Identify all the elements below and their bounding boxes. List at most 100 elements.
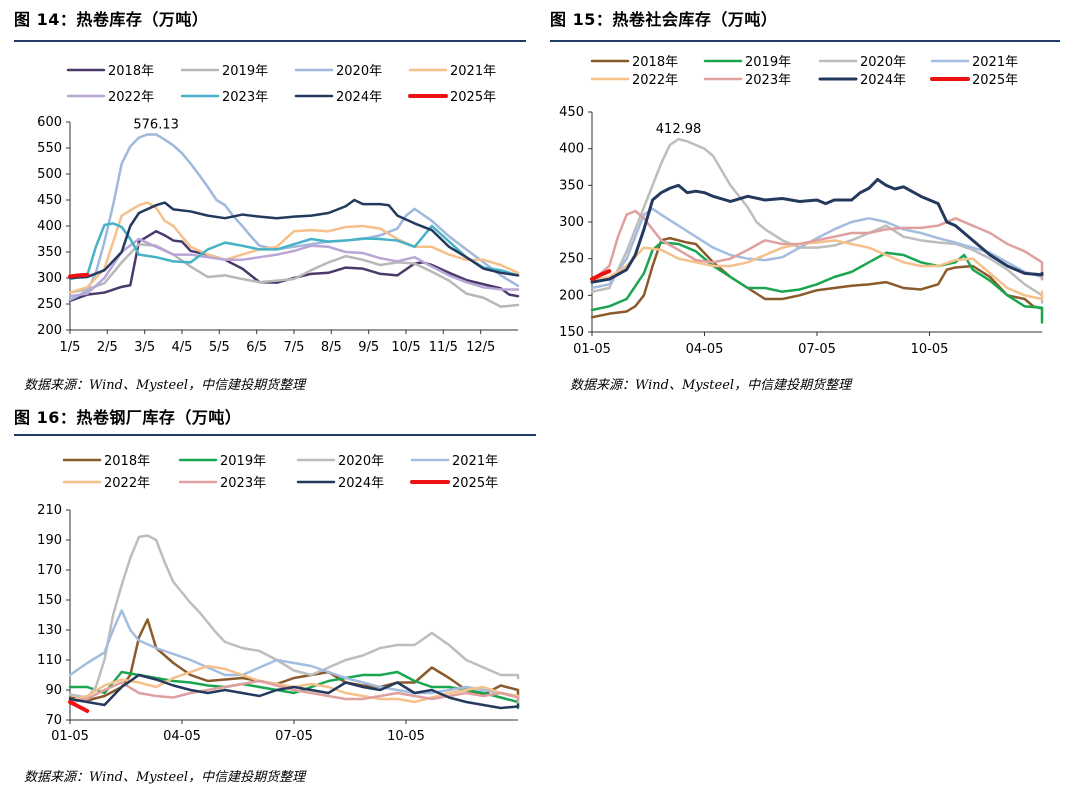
chart-title-16: 图 16：热卷钢厂库存（万吨） xyxy=(14,408,242,427)
y-tick-label: 450 xyxy=(37,193,62,208)
x-tick-label: 04-05 xyxy=(163,729,201,744)
x-tick-label: 1/5 xyxy=(60,340,81,355)
legend-label: 2025年 xyxy=(452,476,498,491)
y-tick-label: 500 xyxy=(37,167,62,182)
x-tick-label: 10-05 xyxy=(387,729,425,744)
source-note-16: 数据来源：Wind、Mysteel，中信建投期货整理 xyxy=(24,770,306,785)
y-tick-label: 90 xyxy=(45,683,62,698)
series-line-2024 xyxy=(590,177,1044,284)
legend-label: 2020年 xyxy=(860,55,906,70)
y-tick-label: 400 xyxy=(37,219,62,234)
series-line-2022 xyxy=(590,239,1044,301)
series-line-2023 xyxy=(68,222,520,281)
legend-label: 2024年 xyxy=(860,73,906,88)
series-line-2022 xyxy=(68,664,520,704)
x-tick-label: 01-05 xyxy=(51,729,89,744)
x-tick-label: 3/5 xyxy=(134,340,155,355)
legend-label: 2021年 xyxy=(972,55,1018,70)
x-tick-label: 10/5 xyxy=(391,340,420,355)
series-line-2019 xyxy=(68,242,520,308)
series-line-2024 xyxy=(68,673,520,710)
y-tick-label: 250 xyxy=(559,252,584,267)
y-tick-label: 170 xyxy=(37,563,62,578)
series-line-2018 xyxy=(590,236,1044,319)
legend-label: 2018年 xyxy=(104,454,150,469)
series-line-2024 xyxy=(68,198,520,280)
series-line-2025 xyxy=(68,272,90,279)
y-tick-label: 150 xyxy=(559,325,584,340)
chart-title-15: 图 15：热卷社会库存（万吨） xyxy=(550,10,778,29)
legend-label: 2019年 xyxy=(220,454,266,469)
y-tick-label: 130 xyxy=(37,623,62,638)
legend-label: 2020年 xyxy=(338,454,384,469)
legend-label: 2020年 xyxy=(336,64,382,79)
y-tick-label: 190 xyxy=(37,533,62,548)
legend-label: 2025年 xyxy=(972,73,1018,88)
y-tick-label: 250 xyxy=(37,297,62,312)
legend-label: 2023年 xyxy=(220,476,266,491)
chart-hot-rolled-social-inventory: 150 200 250 300 350 400 450 01-05 04-05 07-05 10-0… xyxy=(559,55,1044,357)
y-tick-label: 400 xyxy=(559,142,584,157)
x-tick-label: 9/5 xyxy=(358,340,379,355)
legend-label: 2019年 xyxy=(222,64,268,79)
y-tick-label: 450 xyxy=(559,105,584,120)
legend-label: 2018年 xyxy=(632,55,678,70)
y-tick-label: 70 xyxy=(45,713,62,728)
x-tick-label: 7/5 xyxy=(284,340,305,355)
y-tick-label: 210 xyxy=(37,503,62,518)
y-tick-label: 600 xyxy=(37,115,62,130)
x-tick-label: 5/5 xyxy=(209,340,230,355)
legend-label: 2024年 xyxy=(336,90,382,105)
legend-label: 2021年 xyxy=(452,454,498,469)
x-tick-label: 8/5 xyxy=(321,340,342,355)
legend-label: 2021年 xyxy=(450,64,496,79)
series-line-2021 xyxy=(590,207,1044,290)
legend-label: 2025年 xyxy=(450,90,496,105)
y-tick-label: 300 xyxy=(559,215,584,230)
chart-hot-rolled-mill-inventory: 70 90 110 130 150 170 190 210 01-05 04-05 07-05 10-… xyxy=(37,454,520,744)
legend-label: 2023年 xyxy=(222,90,268,105)
series-line-2019 xyxy=(590,241,1044,324)
series-line-2020 xyxy=(590,137,1044,304)
legend-label: 2019年 xyxy=(745,55,791,70)
y-tick-label: 300 xyxy=(37,271,62,286)
chart-title-14: 图 14：热卷库存（万吨） xyxy=(14,10,209,29)
legend-label: 2022年 xyxy=(108,90,154,105)
x-tick-label: 2/5 xyxy=(97,340,118,355)
series-line-2022 xyxy=(68,237,520,298)
x-tick-label: 10-05 xyxy=(911,342,949,357)
x-tick-label: 6/5 xyxy=(246,340,267,355)
title-rule-15 xyxy=(550,40,1060,42)
series-line-2020 xyxy=(68,133,520,302)
legend-label: 2023年 xyxy=(745,73,791,88)
y-tick-label: 550 xyxy=(37,141,62,156)
y-tick-label: 350 xyxy=(37,245,62,260)
y-tick-label: 110 xyxy=(37,653,62,668)
y-tick-label: 200 xyxy=(559,288,584,303)
series-line-2021 xyxy=(68,201,520,294)
legend-label: 2022年 xyxy=(104,476,150,491)
x-tick-label: 4/5 xyxy=(172,340,193,355)
series-line-2020 xyxy=(68,534,520,699)
x-tick-label: 07-05 xyxy=(275,729,313,744)
x-tick-label: 12/5 xyxy=(466,340,495,355)
title-rule-14 xyxy=(14,40,526,42)
x-tick-label: 11/5 xyxy=(429,340,458,355)
series-line-2023 xyxy=(68,679,520,704)
chart-hot-rolled-inventory: 200 250 300 350 400 450 500 550 600 1/5 2/5 3/5 4/5 5… xyxy=(37,64,520,355)
source-note-15: 数据来源：Wind、Mysteel，中信建投期货整理 xyxy=(570,378,852,393)
y-tick-label: 200 xyxy=(37,323,62,338)
y-tick-label: 150 xyxy=(37,593,62,608)
y-tick-label: 350 xyxy=(559,178,584,193)
legend-label: 2018年 xyxy=(108,64,154,79)
source-note-14: 数据来源：Wind、Mysteel，中信建投期货整理 xyxy=(24,378,306,393)
series-line-2023 xyxy=(590,209,1044,282)
x-tick-label: 01-05 xyxy=(573,342,611,357)
title-rule-16 xyxy=(14,434,536,436)
legend-label: 2022年 xyxy=(632,73,678,88)
peak-annotation: 412.98 xyxy=(656,122,702,137)
peak-annotation: 576.13 xyxy=(133,117,179,132)
series-line-2025 xyxy=(590,269,612,282)
x-tick-label: 04-05 xyxy=(686,342,724,357)
series-line-2025 xyxy=(68,700,90,713)
